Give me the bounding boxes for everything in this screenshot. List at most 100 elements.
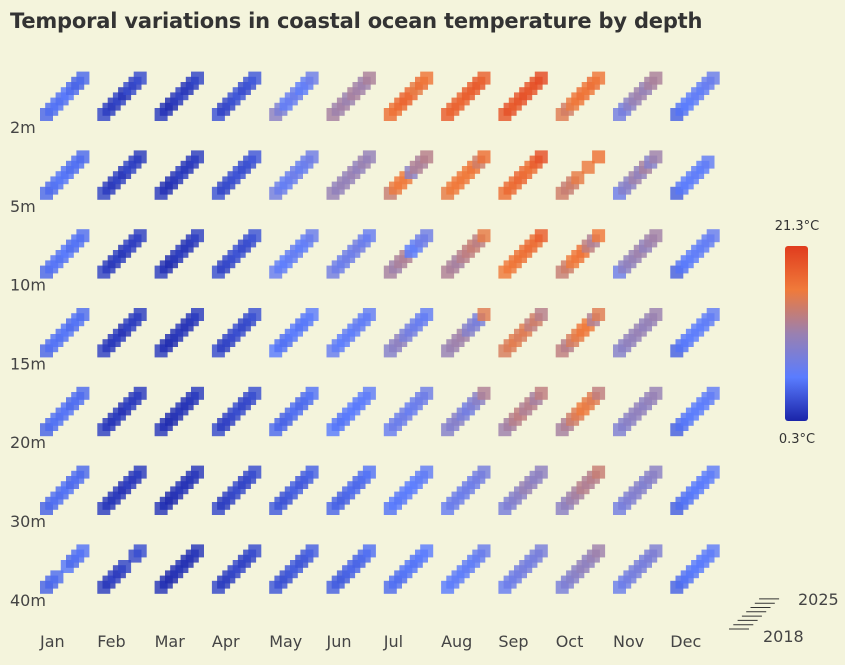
- cell-10m-Jan-2025: [76, 229, 90, 243]
- cell-10m-Mar-2025: [191, 229, 204, 243]
- cell-40m-Feb-2025: [133, 544, 147, 558]
- cell-2m-Sep-2025: [534, 71, 548, 85]
- cell-30m-Mar-2025: [191, 465, 204, 479]
- cell-2m-Oct-2025: [592, 71, 606, 85]
- cell-20m-Jun-2025: [362, 386, 376, 400]
- cell-2m-Dec-2025: [706, 71, 720, 85]
- cell-40m-Jun-2025: [362, 544, 376, 558]
- cell-2m-May-2025: [305, 71, 319, 85]
- cell-5m-Aug-2025: [477, 150, 491, 164]
- cell-15m-Jul-2025: [420, 308, 434, 321]
- month-label: May: [269, 632, 302, 651]
- cell-30m-Sep-2025: [534, 465, 548, 479]
- cell-40m-May-2025: [305, 544, 319, 558]
- cell-30m-Jul-2025: [420, 465, 434, 479]
- cell-10m-Jul-2025: [420, 229, 434, 243]
- month-label: Dec: [670, 632, 701, 651]
- cell-5m-Oct-2025: [592, 150, 606, 164]
- year-legend: [729, 598, 780, 630]
- month-label: Oct: [556, 632, 584, 651]
- cell-2m-Aug-2025: [477, 71, 491, 85]
- cell-5m-Dec-2024: [701, 155, 715, 169]
- cell-2m-Jun-2025: [362, 71, 376, 85]
- depth-label: 2m: [10, 118, 36, 137]
- month-labels: Jan Feb Mar Apr May Jun Jul Aug Sep Oct Nov Dec: [39, 632, 701, 651]
- cell-2m-Jul-2025: [420, 71, 434, 85]
- cell-2m-Feb-2025: [133, 71, 147, 85]
- cell-15m-Mar-2025: [191, 308, 204, 321]
- cell-20m-May-2025: [305, 386, 319, 400]
- cell-40m-Sep-2025: [534, 544, 548, 558]
- cell-30m-Oct-2025: [592, 465, 606, 479]
- chart-title: Temporal variations in coastal ocean tem…: [10, 9, 703, 33]
- cell-5m-Apr-2025: [248, 150, 262, 164]
- cell-5m-Feb-2025: [133, 150, 147, 164]
- cell-15m-Feb-2025: [133, 308, 147, 321]
- cell-15m-Jun-2025: [362, 308, 376, 321]
- month-label: Jan: [39, 632, 65, 651]
- cell-5m-Jul-2025: [420, 150, 434, 164]
- cell-10m-Sep-2025: [534, 229, 548, 243]
- cell-15m-Sep-2025: [534, 308, 548, 321]
- cell-15m-Dec-2025: [706, 308, 720, 321]
- cell-2m-Mar-2025: [191, 71, 204, 85]
- month-label: Nov: [613, 632, 644, 651]
- cell-40m-Nov-2025: [649, 544, 663, 558]
- cell-10m-Jun-2025: [362, 229, 376, 243]
- colorbar-min-label: 0.3°C: [779, 432, 815, 447]
- cell-5m-Mar-2025: [191, 150, 204, 164]
- cell-10m-Oct-2025: [592, 229, 606, 243]
- month-label: Mar: [155, 632, 186, 651]
- cell-40m-Jan-2020: [50, 570, 64, 584]
- depth-label: 10m: [10, 276, 46, 295]
- heatmap-cells: [40, 71, 720, 594]
- cell-15m-Aug-2025: [477, 308, 491, 321]
- cell-15m-Nov-2025: [649, 308, 663, 321]
- cell-5m-Sep-2025: [534, 150, 548, 164]
- cell-40m-Mar-2025: [191, 544, 204, 558]
- cell-20m-Apr-2025: [248, 386, 262, 400]
- cell-20m-Feb-2025: [133, 386, 147, 400]
- cell-5m-Oct-2023: [581, 160, 595, 174]
- cell-2m-Apr-2025: [248, 71, 262, 85]
- month-label: Aug: [441, 632, 472, 651]
- colorbar-max-label: 21.3°C: [775, 219, 820, 234]
- cell-15m-Apr-2025: [248, 308, 262, 321]
- cell-40m-Apr-2025: [248, 544, 262, 558]
- cell-10m-Nov-2025: [649, 229, 663, 243]
- depth-label: 30m: [10, 512, 46, 531]
- colorbar: [785, 246, 808, 421]
- depth-label: 15m: [10, 354, 46, 373]
- depth-label: 20m: [10, 433, 46, 452]
- depth-label: 5m: [10, 197, 36, 216]
- cell-30m-Jun-2025: [362, 465, 376, 479]
- cell-40m-Jan-2025: [76, 544, 90, 558]
- cell-30m-Jan-2025: [76, 465, 90, 479]
- cell-10m-Aug-2025: [477, 229, 491, 243]
- cell-15m-Jan-2025: [76, 308, 90, 321]
- cell-20m-Mar-2025: [191, 386, 204, 400]
- cell-20m-Aug-2025: [477, 386, 491, 400]
- cell-30m-Dec-2025: [706, 465, 720, 479]
- cell-30m-Nov-2025: [649, 465, 663, 479]
- cell-10m-May-2025: [305, 229, 319, 243]
- cell-15m-Oct-2025: [592, 308, 606, 321]
- cell-20m-Oct-2025: [592, 386, 606, 400]
- cell-10m-Apr-2025: [248, 229, 262, 243]
- cell-5m-Nov-2025: [649, 150, 663, 164]
- cell-30m-Feb-2025: [133, 465, 147, 479]
- cell-5m-Oct-2021: [571, 171, 585, 185]
- cell-2m-Nov-2025: [649, 71, 663, 85]
- cell-30m-May-2025: [305, 465, 319, 479]
- cell-40m-Dec-2025: [706, 544, 720, 558]
- cell-30m-Aug-2025: [477, 465, 491, 479]
- cell-20m-Dec-2025: [706, 386, 720, 400]
- cell-40m-Oct-2025: [592, 544, 606, 558]
- cell-20m-Nov-2025: [649, 386, 663, 400]
- cell-15m-May-2025: [305, 308, 319, 321]
- year-legend-start-label: 2018: [763, 627, 804, 646]
- year-legend-end-label: 2025: [798, 590, 839, 609]
- cell-20m-Jan-2025: [76, 386, 90, 400]
- cell-40m-Aug-2025: [477, 544, 491, 558]
